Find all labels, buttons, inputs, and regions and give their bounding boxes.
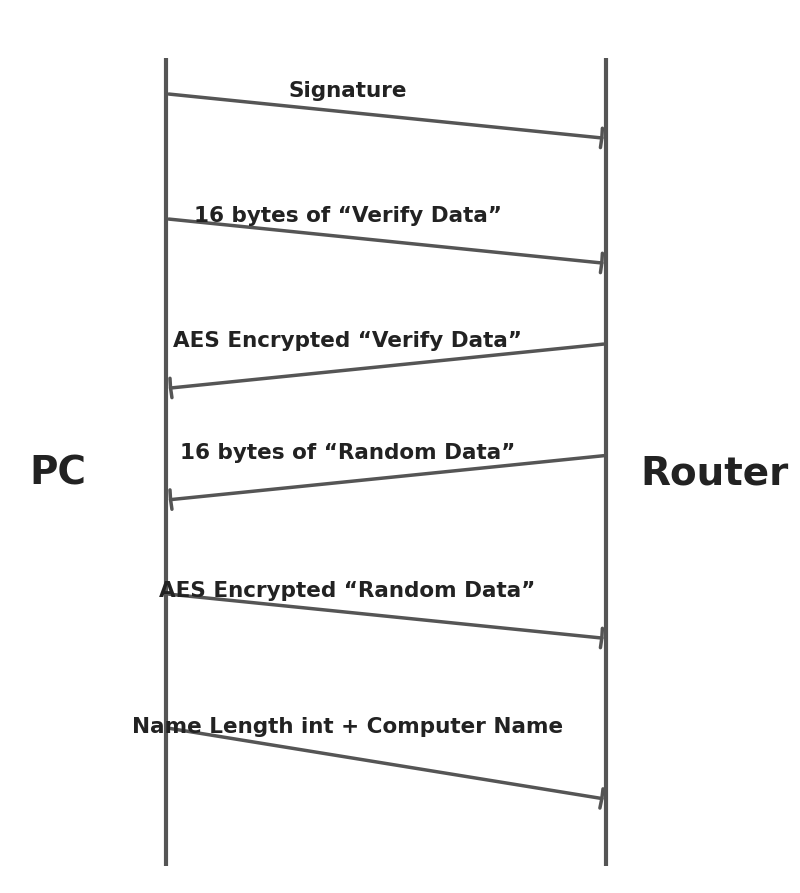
Text: PC: PC [30,455,86,492]
Text: 16 bytes of “Verify Data”: 16 bytes of “Verify Data” [194,206,502,226]
Text: 16 bytes of “Random Data”: 16 bytes of “Random Data” [180,443,515,463]
Text: AES Encrypted “Random Data”: AES Encrypted “Random Data” [159,581,536,601]
Text: Name Length int + Computer Name: Name Length int + Computer Name [132,717,563,737]
Text: AES Encrypted “Verify Data”: AES Encrypted “Verify Data” [173,331,522,351]
Text: Signature: Signature [288,81,407,101]
Text: Router: Router [640,455,789,492]
